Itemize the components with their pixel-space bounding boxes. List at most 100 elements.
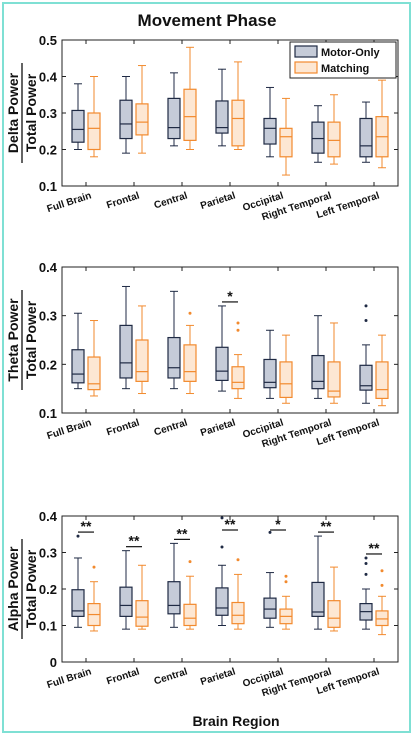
outlier-point — [284, 574, 288, 578]
outlier-point — [364, 304, 368, 308]
y-axis-label: Theta Power Total Power — [5, 290, 39, 390]
box-iqr — [167, 97, 181, 140]
x-tick-label: Frontal — [105, 417, 141, 438]
figure-frame — [2, 2, 411, 733]
series-matching — [87, 46, 389, 176]
y-tick-label: 0.4 — [39, 509, 58, 524]
box-motor-only — [71, 534, 85, 628]
box-iqr — [71, 109, 85, 143]
box-motor-only — [167, 542, 181, 628]
box-matching — [231, 558, 245, 630]
outlier-point — [220, 516, 224, 520]
box-motor-only — [263, 530, 277, 628]
box-iqr — [359, 117, 373, 158]
box-iqr — [119, 99, 133, 140]
box-iqr — [87, 112, 101, 151]
box-iqr — [359, 364, 373, 391]
series-matching — [87, 305, 389, 407]
figure-title: Movement Phase — [138, 11, 277, 30]
box-iqr — [135, 600, 149, 627]
box-iqr — [215, 100, 229, 134]
x-tick-label: Frontal — [105, 190, 141, 211]
series-motor-only — [71, 516, 373, 630]
legend-swatch-motor-only — [294, 45, 318, 58]
y-tick-label: 0.3 — [39, 106, 57, 121]
legend-label-motor-only: Motor-Only — [321, 47, 381, 59]
box-matching — [327, 94, 341, 165]
box-matching — [375, 334, 389, 407]
box-iqr — [231, 99, 245, 147]
outlier-point — [236, 321, 240, 325]
y-tick-label: 0.4 — [39, 70, 58, 85]
box-matching — [87, 565, 101, 632]
x-tick-label: Frontal — [105, 666, 141, 687]
y-tick-label: 0.3 — [39, 546, 57, 561]
y-tick-label: 0.2 — [39, 357, 57, 372]
box-motor-only — [311, 315, 325, 399]
y-label-numerator: Alpha Power — [5, 546, 21, 631]
box-iqr — [215, 346, 229, 381]
box-iqr — [263, 117, 277, 145]
box-matching — [279, 574, 293, 630]
box-iqr — [183, 603, 197, 627]
box-iqr — [215, 587, 229, 616]
box-motor-only — [311, 105, 325, 163]
outlier-point — [188, 560, 192, 564]
box-iqr — [183, 344, 197, 382]
outlier-point — [364, 319, 368, 323]
box-matching — [231, 321, 245, 399]
box-matching — [87, 76, 101, 158]
y-tick-label: 0.1 — [39, 619, 57, 634]
x-tick-label: Parietal — [199, 666, 237, 688]
box-matching — [375, 79, 389, 169]
box-matching — [231, 61, 245, 150]
outlier-point — [380, 583, 384, 587]
outlier-point — [364, 572, 368, 576]
box-motor-only — [215, 68, 229, 147]
legend: Motor-Only Matching — [289, 41, 397, 79]
box-motor-only — [119, 285, 133, 390]
x-tick-label: Central — [153, 417, 189, 438]
y-axis-label: Delta Power Total Power — [5, 63, 39, 163]
outlier-point — [364, 556, 368, 560]
box-matching — [183, 311, 197, 395]
y-tick-label: 0.3 — [39, 309, 57, 324]
box-motor-only — [215, 305, 229, 392]
outlier-point — [76, 534, 80, 538]
y-label-numerator: Theta Power — [5, 298, 21, 382]
x-tick-label: Parietal — [199, 417, 237, 439]
box-iqr — [183, 88, 197, 141]
box-motor-only — [263, 86, 277, 158]
y-tick-label: 0 — [50, 655, 57, 670]
box-iqr — [279, 127, 293, 158]
legend-label-matching: Matching — [321, 63, 369, 75]
box-iqr — [119, 324, 133, 379]
box-iqr — [135, 339, 149, 382]
box-matching — [135, 305, 149, 395]
box-iqr — [71, 349, 85, 384]
box-iqr — [167, 336, 181, 379]
y-label-numerator: Delta Power — [5, 72, 21, 153]
y-tick-label: 0.1 — [39, 406, 57, 421]
series-motor-only — [71, 285, 373, 404]
box-iqr — [279, 361, 293, 399]
series-motor-only — [71, 68, 373, 163]
y-label-denominator: Total Power — [23, 300, 39, 379]
legend-swatch-matching — [294, 61, 318, 74]
box-motor-only — [359, 556, 373, 630]
y-tick-label: 0.4 — [39, 260, 58, 275]
box-iqr — [375, 361, 389, 399]
box-motor-only — [119, 76, 133, 154]
box-iqr — [231, 601, 245, 625]
outlier-point — [220, 545, 224, 549]
box-iqr — [311, 354, 325, 390]
box-matching — [183, 46, 197, 150]
x-tick-label: Central — [153, 666, 189, 687]
series-matching — [87, 558, 389, 636]
box-matching — [279, 97, 293, 176]
box-iqr — [71, 589, 85, 617]
box-motor-only — [359, 304, 373, 404]
outlier-point — [364, 561, 368, 565]
outlier-point — [380, 569, 384, 573]
box-matching — [135, 65, 149, 154]
